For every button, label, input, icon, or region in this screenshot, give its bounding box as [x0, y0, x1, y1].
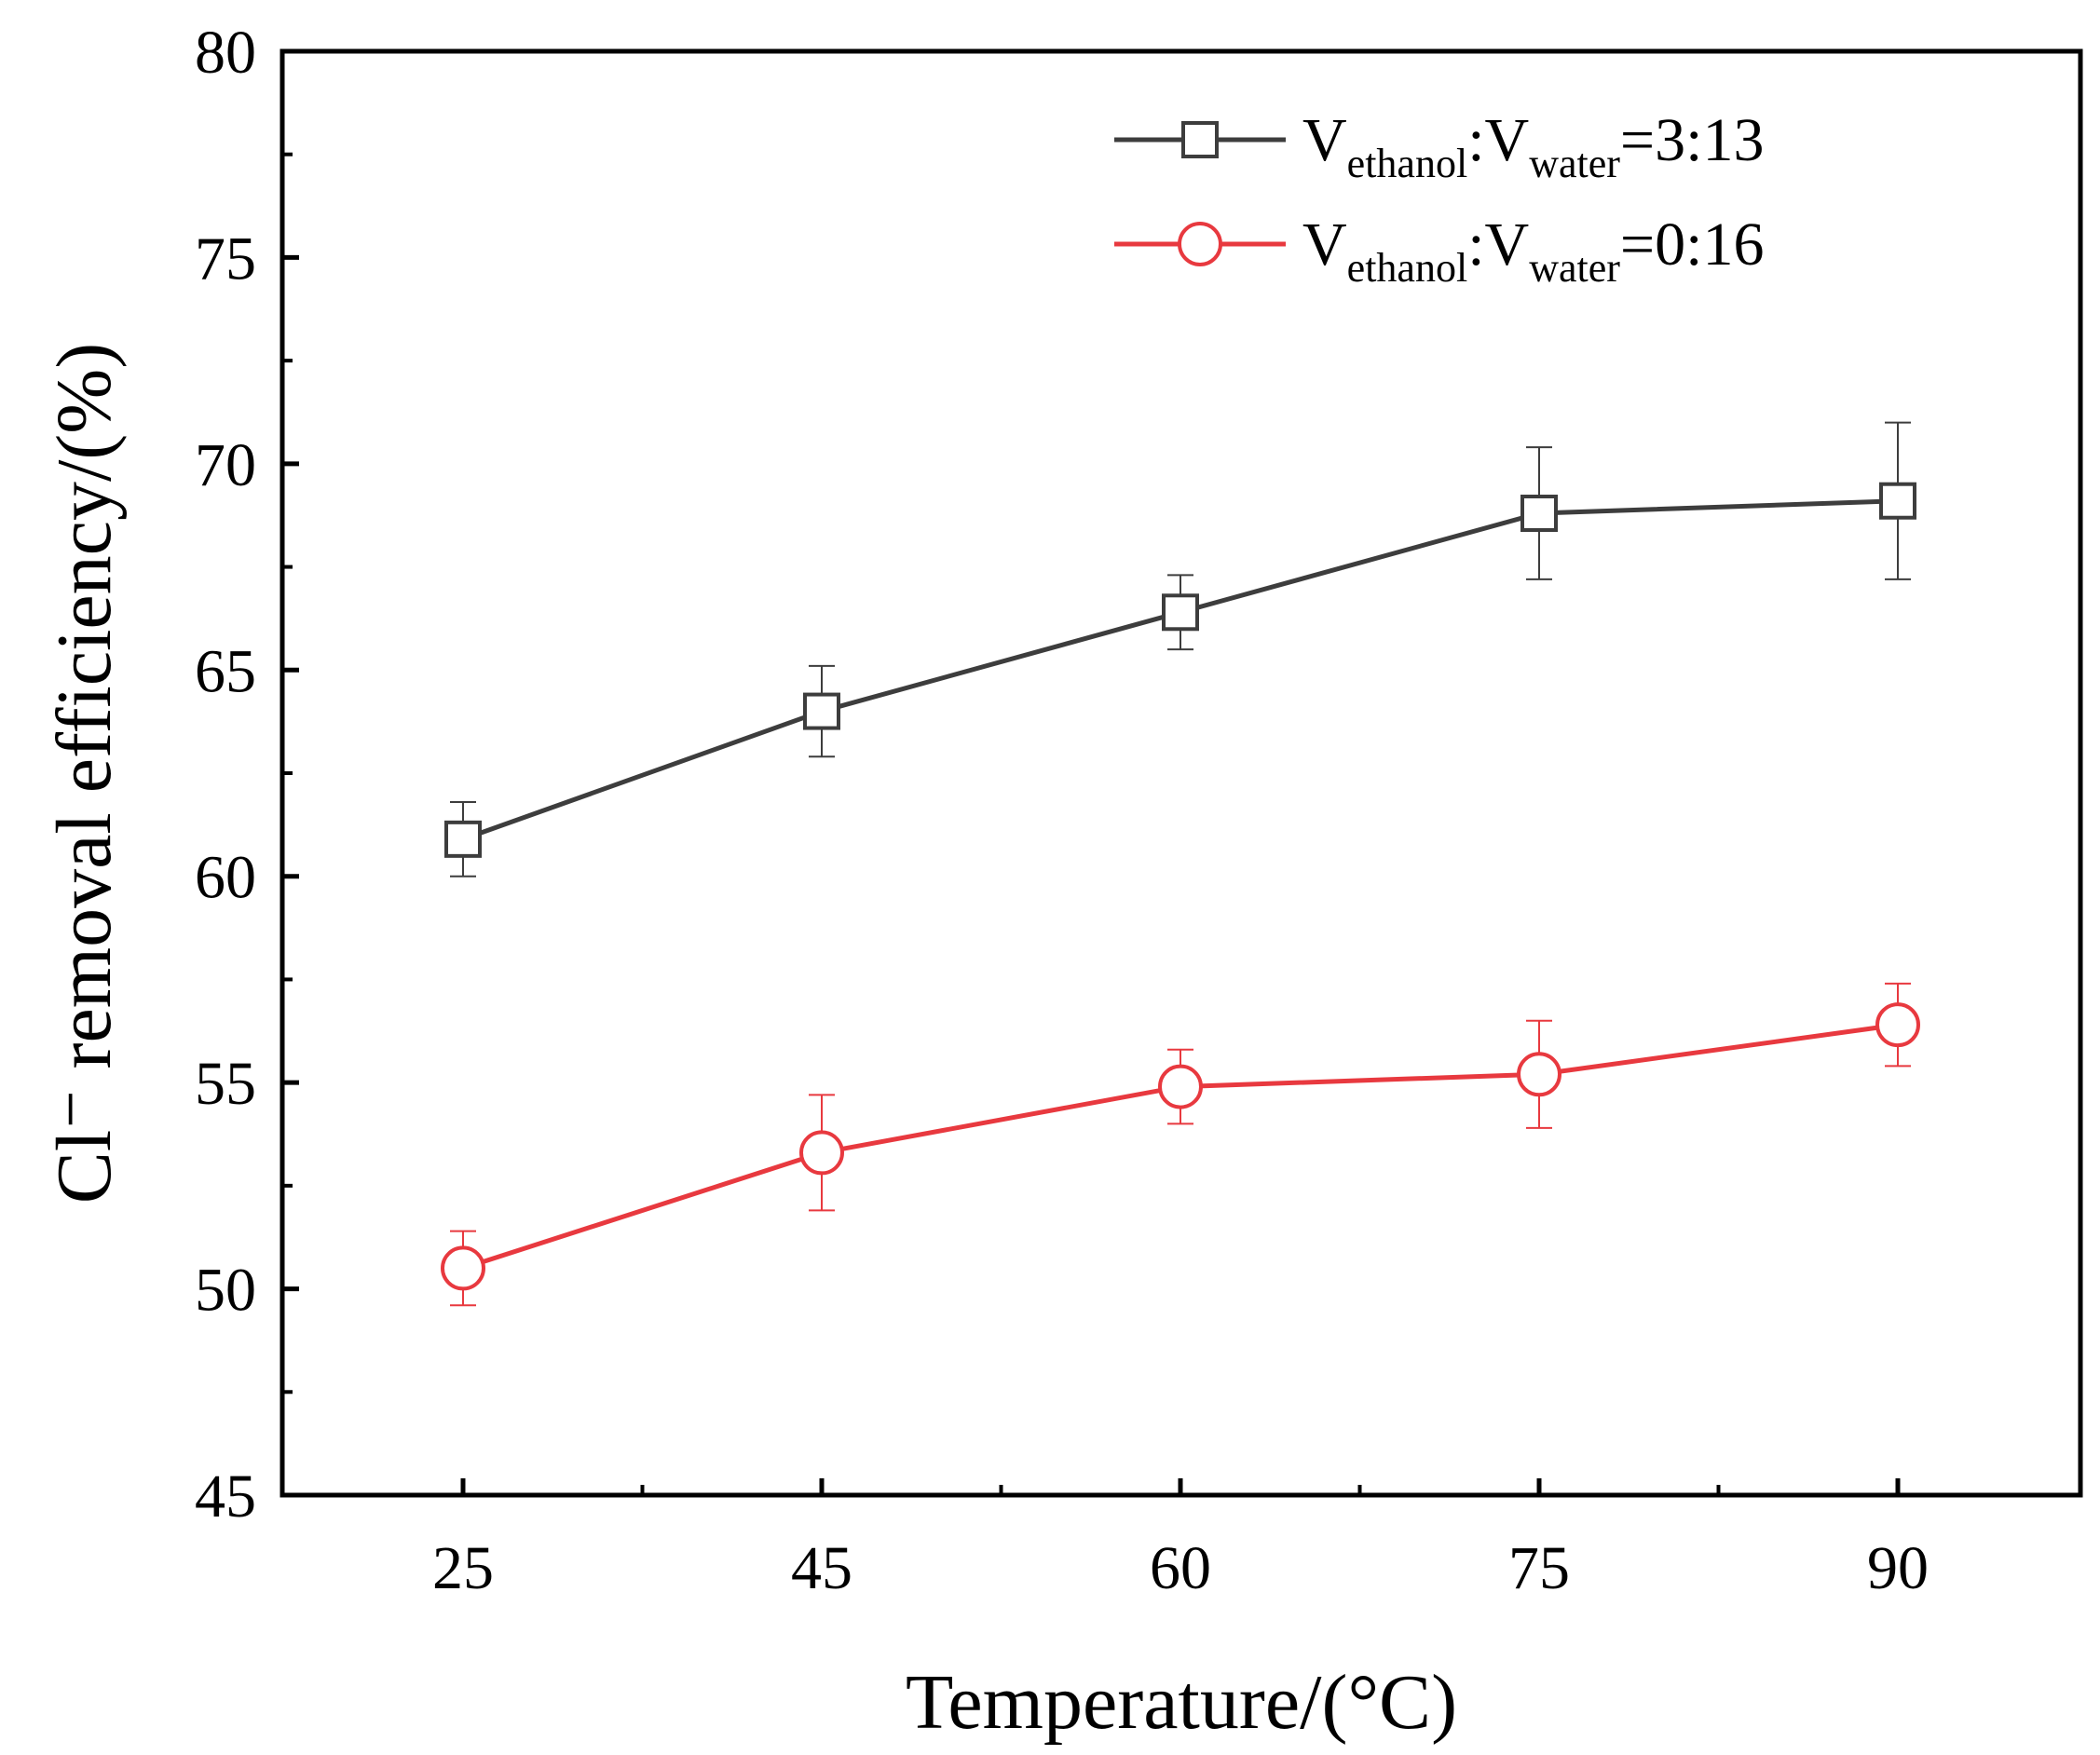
legend-label-subscript: ethanol: [1347, 141, 1468, 186]
legend-label-part: V: [1302, 106, 1347, 174]
series-layer: [441, 421, 1920, 1307]
x-tick-label: 45: [791, 1534, 852, 1602]
y-tick-label: 55: [195, 1050, 256, 1118]
legend-item: Vethanol:Vwater=0:16: [1114, 211, 1764, 291]
data-point: [799, 1130, 844, 1176]
series-2: [441, 982, 1920, 1307]
x-tick-label: 25: [432, 1534, 494, 1602]
series-1: [444, 421, 1916, 878]
y-tick-label: 70: [195, 431, 256, 499]
data-point: [1517, 1052, 1561, 1097]
legend-label-part: :V: [1467, 106, 1529, 174]
data-point: [444, 820, 482, 858]
data-point: [1875, 1002, 1920, 1048]
legend-label-part: :V: [1467, 211, 1529, 279]
x-tick-label: 90: [1867, 1534, 1929, 1602]
y-axis-title: Cl⁻ removal efficiency/(%): [41, 343, 128, 1204]
y-tick-label: 65: [195, 637, 256, 705]
x-axis-title: Temperature/(°C): [906, 1659, 1457, 1746]
legend-label-part: =0:16: [1620, 211, 1765, 279]
x-axis: 25 45 60 75 90: [432, 1478, 1929, 1602]
legend-marker-circle: [1178, 222, 1222, 266]
y-tick-label: 45: [195, 1462, 256, 1531]
y-tick-label: 50: [195, 1257, 256, 1325]
legend-label-subscript: water: [1529, 141, 1620, 186]
x-tick-label: 75: [1508, 1534, 1570, 1602]
y-tick-label: 75: [195, 224, 256, 292]
legend-label: Vethanol:Vwater=0:16: [1302, 211, 1764, 291]
data-point: [1879, 482, 1916, 520]
legend-label-part: =3:13: [1620, 106, 1765, 174]
data-point: [1158, 1064, 1203, 1109]
legend-label-subscript: ethanol: [1347, 245, 1468, 291]
data-point: [803, 692, 840, 730]
y-tick-label: 60: [195, 844, 256, 912]
data-point: [1520, 495, 1558, 532]
series-line: [462, 498, 1899, 842]
legend-marker-square: [1181, 121, 1219, 158]
data-point: [441, 1245, 485, 1291]
x-tick-label: 60: [1150, 1534, 1211, 1602]
y-tick-label: 80: [195, 19, 256, 87]
legend-item: Vethanol:Vwater=3:13: [1114, 106, 1764, 186]
data-point: [1162, 593, 1199, 632]
y-axis: 45 50 55 60 65 70 75 80: [195, 19, 299, 1531]
legend-label-part: V: [1302, 211, 1347, 279]
legend-label-subscript: water: [1529, 245, 1620, 291]
plot-frame: [280, 48, 2083, 1498]
legend-label: Vethanol:Vwater=3:13: [1302, 106, 1764, 186]
